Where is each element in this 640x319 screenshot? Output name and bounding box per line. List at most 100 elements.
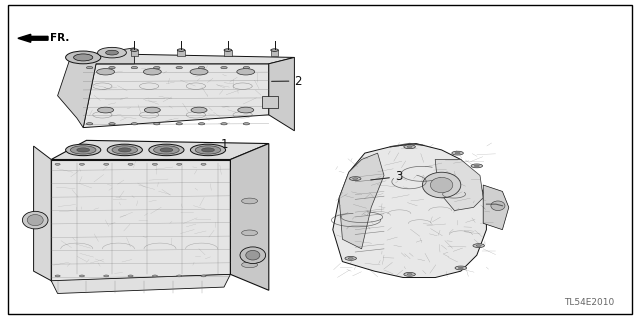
Polygon shape [58, 48, 134, 128]
Bar [262, 96, 278, 108]
Ellipse shape [202, 148, 214, 152]
Ellipse shape [455, 152, 460, 154]
Ellipse shape [154, 67, 160, 69]
Ellipse shape [22, 211, 48, 229]
Ellipse shape [77, 148, 90, 152]
Ellipse shape [131, 67, 138, 69]
Ellipse shape [198, 122, 205, 125]
Ellipse shape [118, 148, 131, 152]
Ellipse shape [108, 144, 143, 156]
Ellipse shape [145, 107, 160, 113]
Ellipse shape [97, 69, 115, 75]
Ellipse shape [242, 198, 258, 204]
Ellipse shape [474, 165, 479, 167]
Ellipse shape [131, 49, 138, 51]
Ellipse shape [74, 54, 93, 61]
Ellipse shape [195, 146, 221, 154]
Ellipse shape [455, 266, 467, 270]
Ellipse shape [65, 144, 101, 156]
Ellipse shape [240, 247, 266, 263]
Ellipse shape [128, 275, 133, 277]
Text: FR.: FR. [50, 33, 69, 43]
Ellipse shape [104, 163, 109, 165]
Ellipse shape [430, 177, 453, 193]
Ellipse shape [86, 122, 93, 125]
Polygon shape [51, 140, 269, 160]
Ellipse shape [97, 47, 127, 58]
Polygon shape [435, 160, 483, 211]
Ellipse shape [65, 51, 101, 64]
Ellipse shape [491, 201, 505, 211]
Ellipse shape [131, 122, 138, 125]
Bar [224, 50, 232, 56]
Ellipse shape [422, 172, 461, 198]
Polygon shape [483, 185, 509, 230]
Ellipse shape [349, 177, 361, 181]
Ellipse shape [407, 146, 412, 148]
Ellipse shape [458, 267, 463, 269]
Polygon shape [34, 146, 51, 281]
Bar [271, 50, 278, 56]
Ellipse shape [190, 69, 208, 75]
Ellipse shape [201, 163, 206, 165]
Ellipse shape [201, 275, 206, 277]
Ellipse shape [70, 146, 96, 154]
Bar [131, 50, 138, 56]
Ellipse shape [345, 256, 356, 260]
Ellipse shape [109, 67, 115, 69]
Ellipse shape [452, 151, 463, 155]
Ellipse shape [246, 250, 260, 260]
Text: 3: 3 [371, 170, 403, 183]
Bar [177, 50, 185, 56]
Polygon shape [51, 274, 230, 293]
Ellipse shape [348, 258, 353, 259]
Ellipse shape [79, 275, 84, 277]
Ellipse shape [55, 275, 60, 277]
Ellipse shape [407, 273, 412, 275]
Ellipse shape [128, 163, 133, 165]
Ellipse shape [221, 67, 227, 69]
Ellipse shape [154, 146, 179, 154]
Ellipse shape [198, 67, 205, 69]
Ellipse shape [224, 49, 232, 51]
Ellipse shape [176, 122, 182, 125]
Ellipse shape [152, 275, 157, 277]
Ellipse shape [238, 107, 253, 113]
Ellipse shape [471, 164, 483, 168]
Polygon shape [51, 160, 230, 281]
Ellipse shape [152, 163, 157, 165]
Ellipse shape [221, 122, 227, 125]
Ellipse shape [243, 122, 250, 125]
Polygon shape [269, 57, 294, 131]
Ellipse shape [243, 67, 250, 69]
Ellipse shape [86, 67, 93, 69]
Ellipse shape [143, 69, 161, 75]
FancyArrow shape [18, 34, 48, 42]
Ellipse shape [242, 262, 258, 268]
Ellipse shape [149, 144, 184, 156]
Ellipse shape [106, 50, 118, 55]
Text: 2: 2 [271, 75, 302, 87]
Ellipse shape [191, 107, 207, 113]
Ellipse shape [154, 122, 160, 125]
Ellipse shape [237, 69, 255, 75]
Ellipse shape [476, 245, 481, 246]
Polygon shape [83, 64, 269, 128]
Polygon shape [339, 153, 384, 249]
Ellipse shape [177, 163, 182, 165]
Ellipse shape [55, 163, 60, 165]
Ellipse shape [404, 145, 415, 149]
Text: 1: 1 [198, 138, 228, 151]
Text: TL54E2010: TL54E2010 [564, 298, 614, 307]
Ellipse shape [176, 67, 182, 69]
Ellipse shape [112, 146, 138, 154]
Ellipse shape [353, 178, 358, 179]
Ellipse shape [177, 49, 185, 51]
Ellipse shape [109, 122, 115, 125]
Ellipse shape [177, 275, 182, 277]
Ellipse shape [104, 275, 109, 277]
Ellipse shape [98, 107, 114, 113]
Ellipse shape [473, 244, 484, 248]
Ellipse shape [404, 272, 415, 276]
Ellipse shape [79, 163, 84, 165]
